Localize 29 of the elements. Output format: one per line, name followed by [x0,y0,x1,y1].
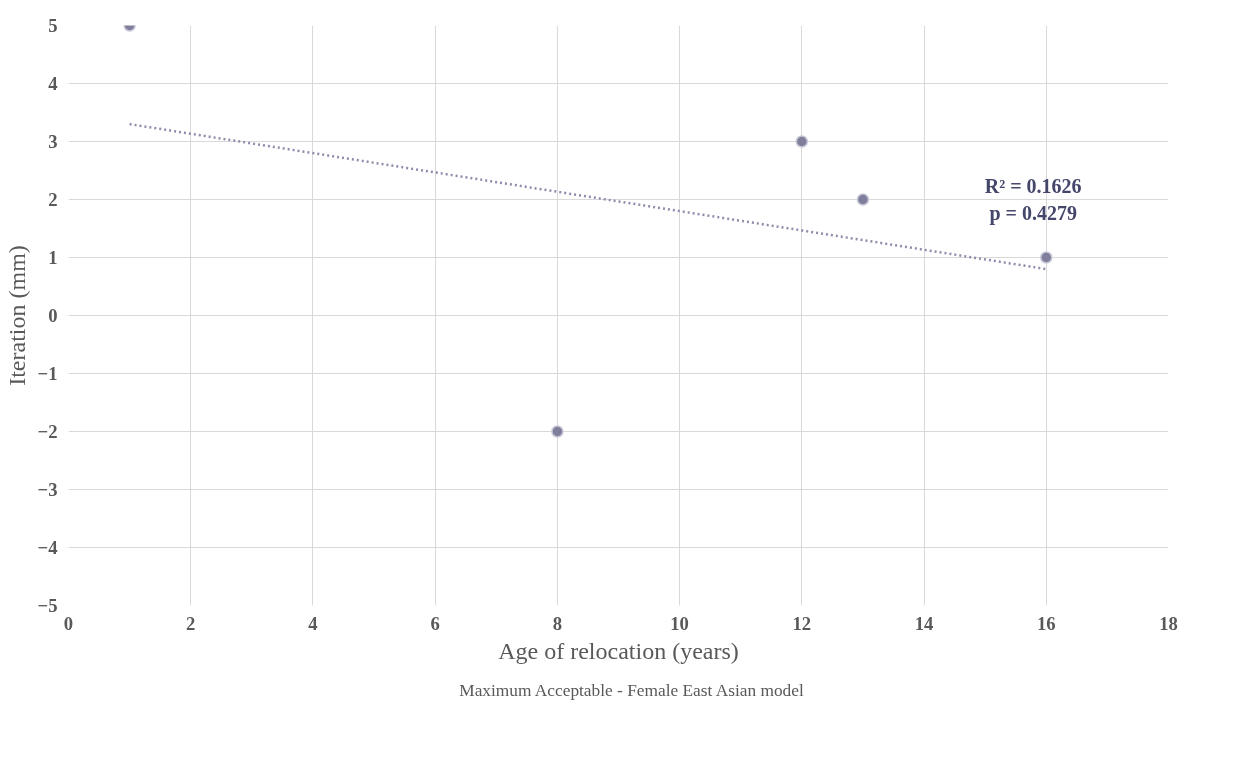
y-tick-label: 2 [48,189,58,210]
x-tick-label: 2 [186,612,196,634]
y-tick-label: 0 [48,305,58,326]
annotation: R² = 0.1626 p = 0.4279 [984,175,1082,225]
x-tick-label: 10 [670,612,689,634]
y-tick-label: 1 [48,247,58,268]
y-tick-label: 3 [48,131,58,152]
text: Maximum Acceptable - Female East Asian model [459,681,804,701]
point [551,425,564,438]
x-tick-label: 6 [430,612,440,634]
x-axis-title: Age of relocation (years) [498,637,739,664]
x-tick-label: 8 [552,612,563,634]
y-tick-label: 5 [48,15,58,36]
y-tick-label: −1 [37,363,58,384]
x-tick-label: 14 [914,612,934,634]
y-tick-label: −3 [37,479,58,500]
point [1040,251,1053,264]
x-tick-label: 0 [63,612,74,634]
y-tick-label: −5 [37,595,58,616]
x-tick-label: 4 [308,612,318,634]
point [856,193,870,206]
x-tick-label: 16 [1036,612,1056,634]
y-tick-label: 4 [48,73,58,94]
x-tick-label: 18 [1159,612,1178,634]
y-tick-label: −2 [37,421,58,442]
point [795,135,809,148]
x-tick-label: 12 [792,612,812,634]
y-axis-title: Iteration (mm) [3,245,30,386]
y-tick-label: −4 [37,537,58,558]
